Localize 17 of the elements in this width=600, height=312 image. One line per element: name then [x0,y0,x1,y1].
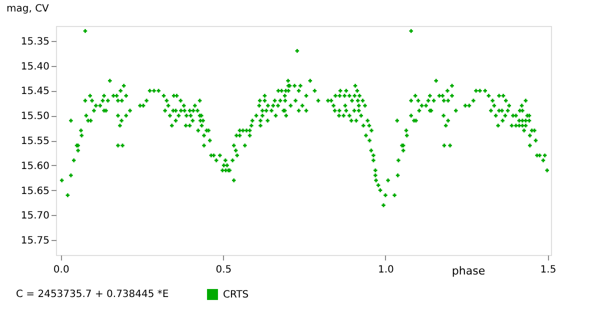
y-tick-label: 15.35 [20,36,50,48]
y-tick-label: 15.40 [20,61,50,72]
y-tick-label: 15.50 [20,111,50,122]
y-tick-label: 15.55 [20,136,50,147]
y-tick-label: 15.60 [20,160,50,172]
y-tick-label: 15.70 [20,210,50,222]
text: C = 2453735.7 + 0.738445 *E [16,289,169,300]
y-tick-label: 15.65 [20,186,50,197]
x-tick-label: 1.0 [378,264,394,276]
y-axis-title: mag, CV [6,4,50,14]
x-tick-label: 0.0 [53,264,70,276]
x-tick-label: 0.5 [216,264,232,276]
y-tick-label: 15.45 [20,86,50,98]
x-axis-title: phase [452,264,486,278]
legend-label: CRTS [223,290,249,300]
x-tick-label: 1.5 [540,264,556,276]
y-tick-label: 15.75 [20,236,50,247]
